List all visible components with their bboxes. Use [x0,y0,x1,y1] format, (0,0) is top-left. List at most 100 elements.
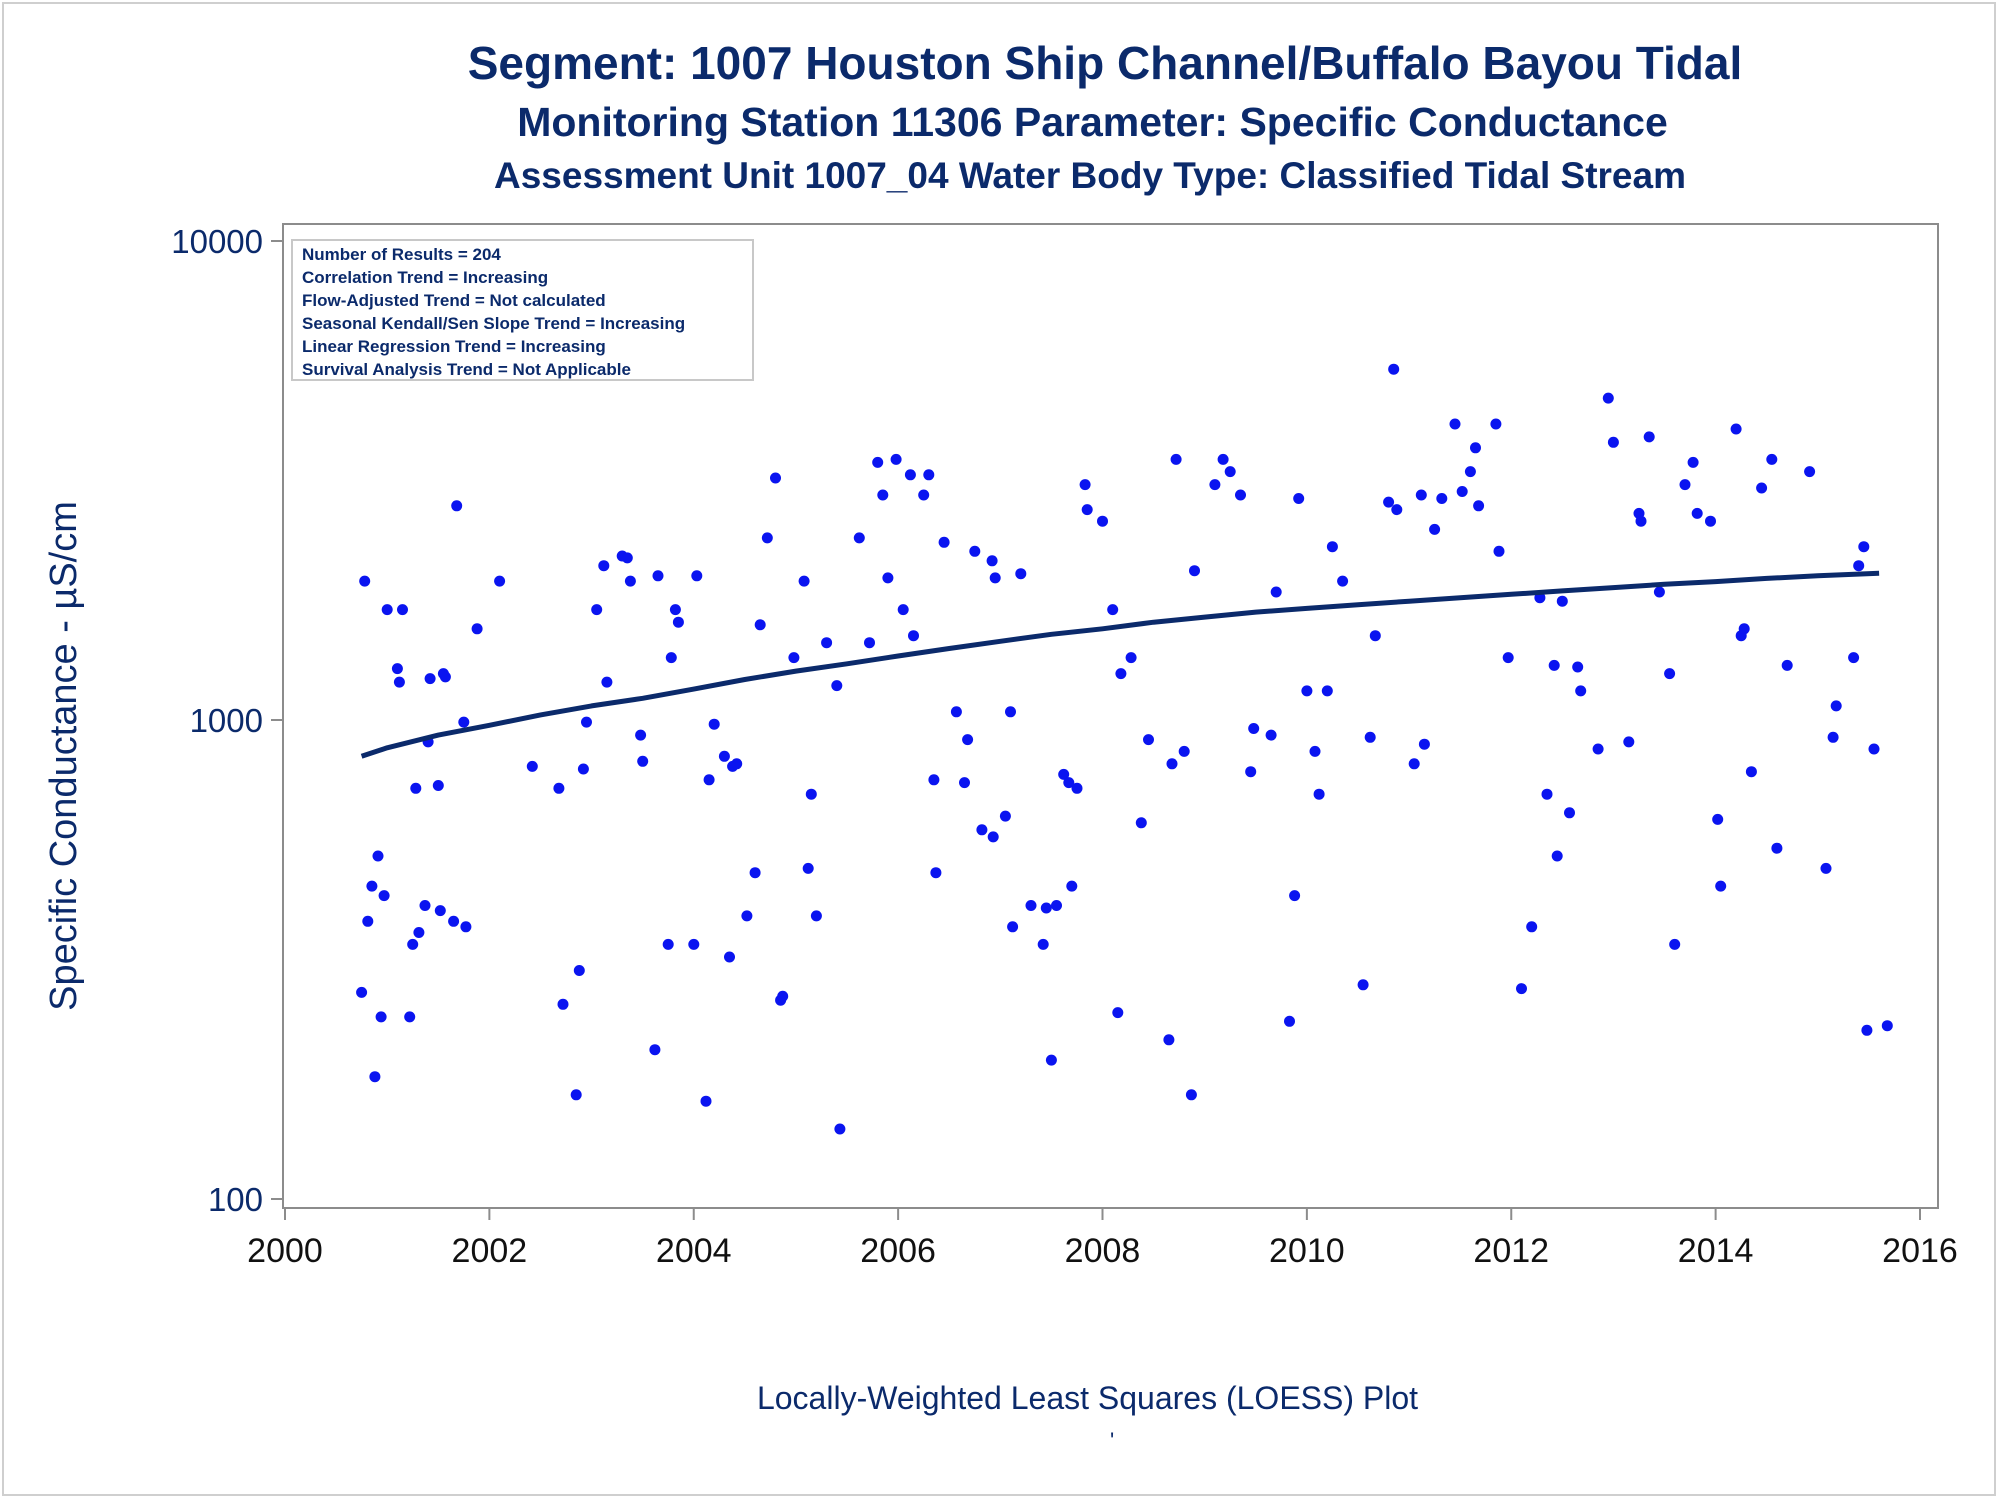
data-point [821,637,833,649]
data-point [1313,788,1325,800]
data-point [356,986,368,998]
data-point [1383,496,1395,508]
data-point [1337,575,1349,587]
y-tick-label: 1000 [190,702,263,739]
x-tick-label: 2014 [1678,1232,1754,1270]
data-point [872,456,884,468]
data-point [1326,541,1338,553]
data-point [1745,766,1757,778]
data-point [424,673,436,685]
data-point [950,706,962,718]
data-point [393,676,405,688]
data-point [359,575,371,587]
data-point [831,680,843,692]
data-point [908,630,919,642]
data-point [1270,586,1282,598]
data-point [1827,731,1839,743]
data-point [754,619,766,631]
data-point [1516,983,1527,995]
data-point [703,774,715,786]
data-point [1502,652,1514,664]
data-point [439,671,451,683]
data-point [1081,504,1093,516]
data-point [890,453,902,465]
chart-subtitle: Monitoring Station 11306 Parameter: Spec… [517,99,1668,145]
data-point [570,1089,582,1101]
data-point [621,552,633,564]
plot-area [282,223,1939,1209]
data-point [1643,431,1655,443]
data-point [1015,568,1027,580]
data-point [1079,479,1091,491]
data-point [672,616,684,628]
data-point [397,604,408,616]
data-point [1730,423,1742,435]
data-point [1045,1054,1057,1066]
data-point [1470,442,1481,454]
stats-line: Linear Regression Trend = Increasing [302,337,606,356]
data-point [1653,586,1665,598]
chart-title: Segment: 1007 Houston Ship Channel/Buffa… [467,37,1743,89]
data-point [989,572,1001,584]
data-point [1705,515,1716,527]
data-point [635,729,647,741]
data-point [1293,493,1305,504]
data-point [928,774,940,786]
x-tick-label: 2004 [656,1232,732,1270]
data-point [1623,736,1635,748]
data-point [761,532,773,544]
data-point [557,998,569,1010]
data-point [458,716,470,728]
data-point [1635,515,1647,527]
data-point [877,489,889,501]
x-tick-label: 2000 [247,1232,323,1270]
data-point [834,1123,846,1135]
data-point [1868,743,1880,755]
data-point [741,910,753,922]
data-point [1679,479,1691,491]
data-point [1066,880,1078,892]
data-point [1712,813,1724,825]
data-point [1556,595,1568,607]
data-point [1284,1015,1295,1027]
data-point [581,716,592,728]
data-point [688,938,700,950]
data-point [1388,363,1400,375]
chart-subtitle-2: Assessment Unit 1007_04 Water Body Type:… [494,155,1686,196]
data-point [1112,1007,1124,1019]
data-point [577,763,589,775]
y-tick-label: 10000 [171,223,263,260]
data-point [749,867,761,879]
data-point [1858,541,1870,553]
data-point [1861,1024,1873,1036]
data-point [378,890,390,902]
data-point [1224,466,1236,478]
stats-line: Correlation Trend = Increasing [302,268,548,287]
data-point [1107,604,1119,616]
data-point [1541,788,1553,800]
data-point [434,905,446,917]
data-point [1493,545,1505,557]
data-point [1473,500,1485,512]
data-point [413,927,425,938]
data-point [598,560,610,572]
data-point [1408,758,1420,770]
y-axis-label: Specific Conductance - µS/cm [43,501,85,1011]
data-point [1848,652,1860,664]
data-point [938,536,950,548]
data-point [1526,921,1538,933]
data-point [962,734,974,746]
data-point [1097,515,1108,527]
data-point [864,637,875,649]
data-point [1456,486,1468,497]
data-point [986,555,998,567]
data-point [1490,418,1502,430]
x-tick-label: 2012 [1473,1232,1549,1270]
data-point [391,663,403,675]
data-point [669,604,681,616]
data-point [999,810,1011,822]
data-point [601,676,613,688]
data-point [460,921,472,933]
data-point [1738,623,1750,635]
data-point [1415,489,1427,501]
